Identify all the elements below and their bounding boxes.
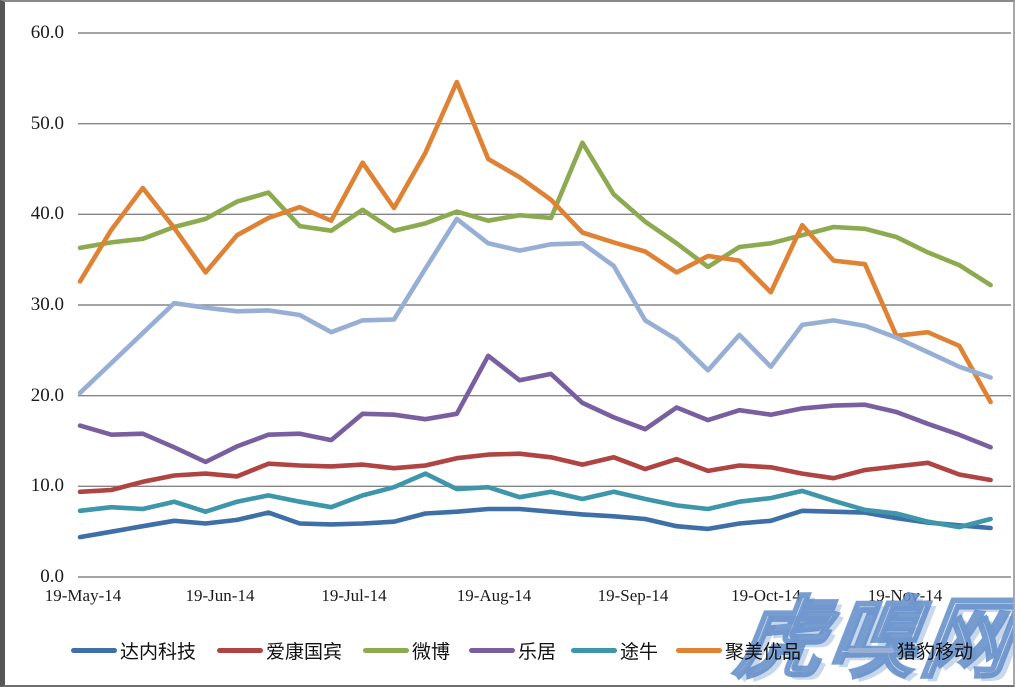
legend-item: 爱康国宾 <box>217 635 342 665</box>
legend-line-swatch <box>217 647 263 653</box>
legend-label: 乐居 <box>518 641 557 663</box>
x-tick-label: 19-Oct-14 <box>731 586 801 605</box>
legend-item: 达内科技 <box>71 635 196 665</box>
legend-label: 微博 <box>412 641 451 663</box>
series-line-微博 <box>77 140 993 288</box>
legend-line-swatch <box>571 647 617 653</box>
line-chart-plot-area <box>77 32 1011 578</box>
legend-item: 途牛 <box>571 635 658 665</box>
legend-label: 达内科技 <box>120 641 197 663</box>
legend-label: 爱康国宾 <box>266 641 343 663</box>
legend-line-swatch <box>71 647 117 653</box>
y-tick-label: 50.0 <box>30 113 64 134</box>
y-tick-label: 60.0 <box>30 22 64 43</box>
x-tick-label: 19-Jun-14 <box>185 586 255 605</box>
legend-label: 聚美优品 <box>725 641 802 663</box>
x-tick-label: 19-Sep-14 <box>597 586 669 605</box>
x-tick-label: 19-Jul-14 <box>321 586 387 605</box>
series-line-爱康国宾 <box>77 451 993 495</box>
y-tick-label: 10.0 <box>30 475 64 496</box>
x-tick-label: 19-May-14 <box>44 586 122 605</box>
legend-label: 猎豹移动 <box>897 641 974 663</box>
series-line-聚美优品 <box>77 79 993 405</box>
legend-item: 聚美优品 <box>676 635 801 665</box>
legend-item: 乐居 <box>469 635 556 665</box>
y-tick-label: 20.0 <box>30 385 64 406</box>
legend-line-swatch <box>676 647 722 653</box>
x-tick-label: 19-Nov-14 <box>867 586 943 605</box>
legend-line-swatch <box>363 647 409 653</box>
series-line-乐居 <box>77 353 993 465</box>
legend-label: 途牛 <box>620 641 659 663</box>
series-line-猎豹移动 <box>77 216 993 396</box>
legend-line-swatch <box>848 647 894 653</box>
legend-item: 猎豹移动 <box>848 635 973 665</box>
legend-item: 微博 <box>363 635 450 665</box>
y-tick-label: 30.0 <box>30 294 64 315</box>
series-line-途牛 <box>77 471 993 530</box>
x-tick-label: 19-Aug-14 <box>456 586 532 605</box>
legend: 达内科技 爱康国宾 微博 乐居 途牛 聚美优品 猎豹移动 <box>5 635 1013 667</box>
series-line-达内科技 <box>77 506 993 540</box>
y-tick-label: 40.0 <box>30 203 64 224</box>
legend-line-swatch <box>469 647 515 653</box>
y-tick-label: 0.0 <box>40 566 64 587</box>
